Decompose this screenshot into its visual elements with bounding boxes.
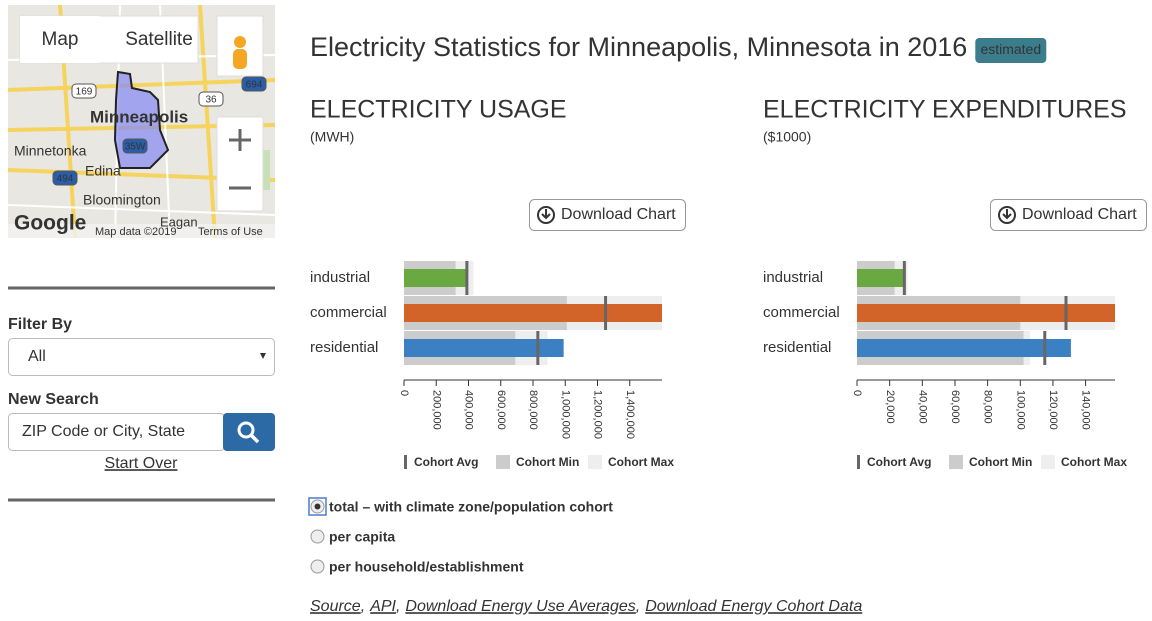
map-place: Eagan (160, 214, 198, 229)
bar (404, 269, 467, 287)
map-shield (198, 91, 224, 107)
bar (857, 269, 905, 287)
legend-swatch (857, 455, 860, 469)
filter-value[interactable]: All (28, 348, 46, 365)
map-button[interactable]: Satellite (125, 29, 193, 50)
map[interactable] (7, 4, 276, 239)
category-label: industrial (763, 269, 823, 286)
map-shield (71, 83, 97, 99)
download-icon (541, 209, 551, 220)
map-button[interactable]: Map (42, 29, 79, 50)
x-tick-label: 60,000 (949, 390, 961, 424)
x-tick-label: 400,000 (463, 390, 475, 430)
download-button[interactable] (990, 199, 1147, 231)
chart-title: ELECTRICITY USAGE (310, 96, 567, 124)
chart-unit: ($1000) (763, 129, 811, 145)
radio-label[interactable]: per household/establishment (329, 559, 524, 575)
category-label: residential (310, 339, 378, 356)
chart-unit: (MWH) (310, 129, 354, 145)
map-place: Minneapolis (90, 107, 188, 126)
legend-swatch (404, 455, 407, 469)
link-separator: , (361, 598, 365, 615)
map-shield (122, 138, 148, 154)
start-over-link[interactable]: Start Over (105, 455, 179, 472)
search-button[interactable] (223, 413, 275, 451)
x-tick-label: 200,000 (430, 390, 442, 430)
badge-label: estimated (980, 41, 1041, 57)
download-icon (1002, 209, 1012, 220)
map-shield-label: 694 (246, 80, 263, 91)
legend-swatch (496, 455, 510, 469)
radio-focus[interactable] (308, 497, 327, 516)
footer-link[interactable]: Source (310, 598, 361, 615)
map-shield-label: 169 (76, 87, 93, 98)
download-label[interactable]: Download Chart (1022, 206, 1137, 223)
legend-label: Cohort Avg (414, 455, 478, 469)
legend-swatch (588, 455, 602, 469)
x-tick-label: 1,400,000 (624, 390, 636, 439)
bar (404, 304, 662, 322)
filter-select[interactable] (8, 338, 275, 376)
search-label: New Search (8, 391, 99, 408)
x-tick-label: 600,000 (495, 390, 507, 430)
x-tick-label: 40,000 (916, 390, 928, 424)
legend-swatch (949, 455, 963, 469)
x-tick-label: 0 (398, 390, 410, 396)
map-shield (241, 76, 267, 92)
chart-title: ELECTRICITY EXPENDITURES (763, 96, 1127, 124)
footer-link[interactable]: API (369, 598, 396, 615)
legend-label: Cohort Min (969, 455, 1032, 469)
x-tick-label: 800,000 (527, 390, 539, 430)
x-tick-label: 1,000,000 (559, 390, 571, 439)
map-place: Edina (85, 163, 121, 179)
map-shield-label: 36 (205, 95, 217, 106)
legend-label: Cohort Max (1061, 455, 1127, 469)
filter-label: Filter By (8, 316, 72, 333)
category-label: commercial (310, 304, 387, 321)
map-shield-label: 35W (125, 142, 146, 153)
download-label[interactable]: Download Chart (561, 206, 676, 223)
radio[interactable] (310, 559, 325, 574)
download-button[interactable] (529, 199, 686, 231)
map-logo: Google (14, 212, 86, 235)
x-tick-label: 120,000 (1047, 390, 1059, 430)
bar (857, 304, 1115, 322)
bar (857, 339, 1071, 357)
x-tick-label: 0 (851, 390, 863, 396)
map-shield-label: 494 (57, 174, 74, 185)
x-tick-label: 20,000 (884, 390, 896, 424)
link-separator: , (396, 598, 400, 615)
link-separator: , (636, 598, 640, 615)
legend-swatch (1041, 455, 1055, 469)
category-label: commercial (763, 304, 840, 321)
download-icon (998, 206, 1016, 224)
download-icon (537, 206, 555, 224)
legend-label: Cohort Avg (867, 455, 931, 469)
x-tick-label: 140,000 (1080, 390, 1092, 430)
map-place: Minnetonka (14, 143, 87, 159)
category-label: industrial (310, 269, 370, 286)
bar (404, 339, 564, 357)
radio[interactable] (310, 529, 325, 544)
category-label: residential (763, 339, 831, 356)
footer-link[interactable]: Download Energy Use Averages (405, 598, 635, 615)
search-placeholder[interactable]: ZIP Code or City, State (22, 423, 185, 440)
footer-link[interactable]: Download Energy Cohort Data (645, 598, 862, 615)
x-tick-label: 1,200,000 (592, 390, 604, 439)
map-shield (52, 170, 78, 186)
badge (975, 38, 1047, 63)
x-tick-label: 100,000 (1014, 390, 1026, 430)
map-terms[interactable]: Terms of Use (198, 226, 263, 238)
legend-label: Cohort Max (608, 455, 674, 469)
map-place: Bloomington (83, 192, 161, 208)
map-attribution: Map data ©2019 (95, 226, 177, 238)
radio-label[interactable]: total – with climate zone/population coh… (329, 499, 613, 515)
x-tick-label: 80,000 (982, 390, 994, 424)
legend-label: Cohort Min (516, 455, 579, 469)
page-title: Electricity Statistics for Minneapolis, … (310, 32, 967, 62)
radio-label[interactable]: per capita (329, 529, 395, 545)
radio-dot (314, 503, 321, 510)
